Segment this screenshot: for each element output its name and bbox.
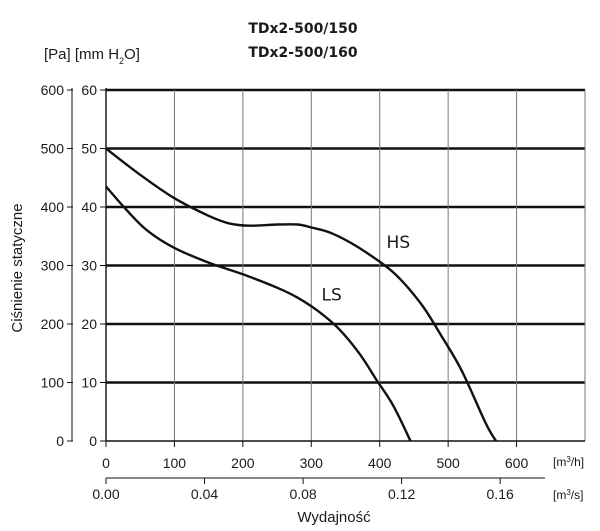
x-tick-label-m3h: 400 bbox=[368, 455, 392, 471]
y-tick-label-pa: 0 bbox=[56, 433, 64, 449]
series-line-hs bbox=[105, 147, 498, 442]
x-tick-label-m3h: 0 bbox=[102, 455, 110, 471]
x-axis-label: Wydajność bbox=[297, 509, 371, 526]
y-tick-label-pa: 500 bbox=[41, 141, 65, 157]
y-tick-label-pa: 600 bbox=[41, 82, 65, 98]
x-tick-label-m3s: 0.16 bbox=[487, 486, 514, 502]
y-tick-label-mmh2o: 60 bbox=[81, 82, 97, 98]
x-tick-label-m3h: 500 bbox=[436, 455, 460, 471]
y-tick-label-mmh2o: 40 bbox=[81, 199, 97, 215]
chart-title-line-1: TDx2-500/150 bbox=[248, 21, 358, 37]
curve-labels: HS LS bbox=[322, 233, 411, 306]
y-tick-label-mmh2o: 30 bbox=[81, 258, 97, 274]
y-tick-label-pa: 200 bbox=[41, 316, 65, 332]
series-line-ls bbox=[105, 185, 412, 442]
y-tick-label-mmh2o: 50 bbox=[81, 141, 97, 157]
x-tick-label-m3h: 600 bbox=[505, 455, 529, 471]
y-tick-label-mmh2o: 20 bbox=[81, 316, 97, 332]
x-tick-label-m3h: 300 bbox=[300, 455, 324, 471]
grid bbox=[105, 88, 586, 442]
y-units-label: [Pa] [mm H2O] bbox=[44, 46, 140, 66]
x-unit-primary: [m3/h] bbox=[553, 455, 584, 470]
y-ticks: 0 0 100 10 200 20 300 30 400 40 500 50 600 60 bbox=[41, 82, 106, 449]
y-axis-label: Ciśnienie statyczne bbox=[9, 203, 26, 332]
y-tick-label-mmh2o: 10 bbox=[81, 375, 97, 391]
series-label-ls: LS bbox=[322, 286, 342, 306]
x-unit-secondary: [m3/s] bbox=[553, 488, 583, 503]
x-tick-label-m3h: 100 bbox=[163, 455, 187, 471]
y-tick-label-mmh2o: 0 bbox=[89, 433, 97, 449]
x-tick-label-m3s: 0.04 bbox=[191, 486, 218, 502]
y-tick-label-pa: 400 bbox=[41, 199, 65, 215]
x-tick-label-m3h: 200 bbox=[231, 455, 255, 471]
series-group bbox=[105, 147, 498, 442]
title-block: TDx2-500/150 TDx2-500/160 bbox=[248, 21, 358, 61]
series-label-hs: HS bbox=[387, 233, 411, 253]
x-tick-label-m3s: 0.08 bbox=[289, 486, 316, 502]
x-ticks: 0 100 200 300 400 500 600 0.00 0.04 0.08 0.12 0.16 bbox=[92, 441, 545, 502]
x-tick-label-m3s: 0.12 bbox=[388, 486, 415, 502]
y-tick-label-pa: 100 bbox=[41, 375, 65, 391]
chart-title-line-2: TDx2-500/160 bbox=[248, 45, 358, 61]
x-tick-label-m3s: 0.00 bbox=[92, 486, 119, 502]
y-tick-label-pa: 300 bbox=[41, 258, 65, 274]
